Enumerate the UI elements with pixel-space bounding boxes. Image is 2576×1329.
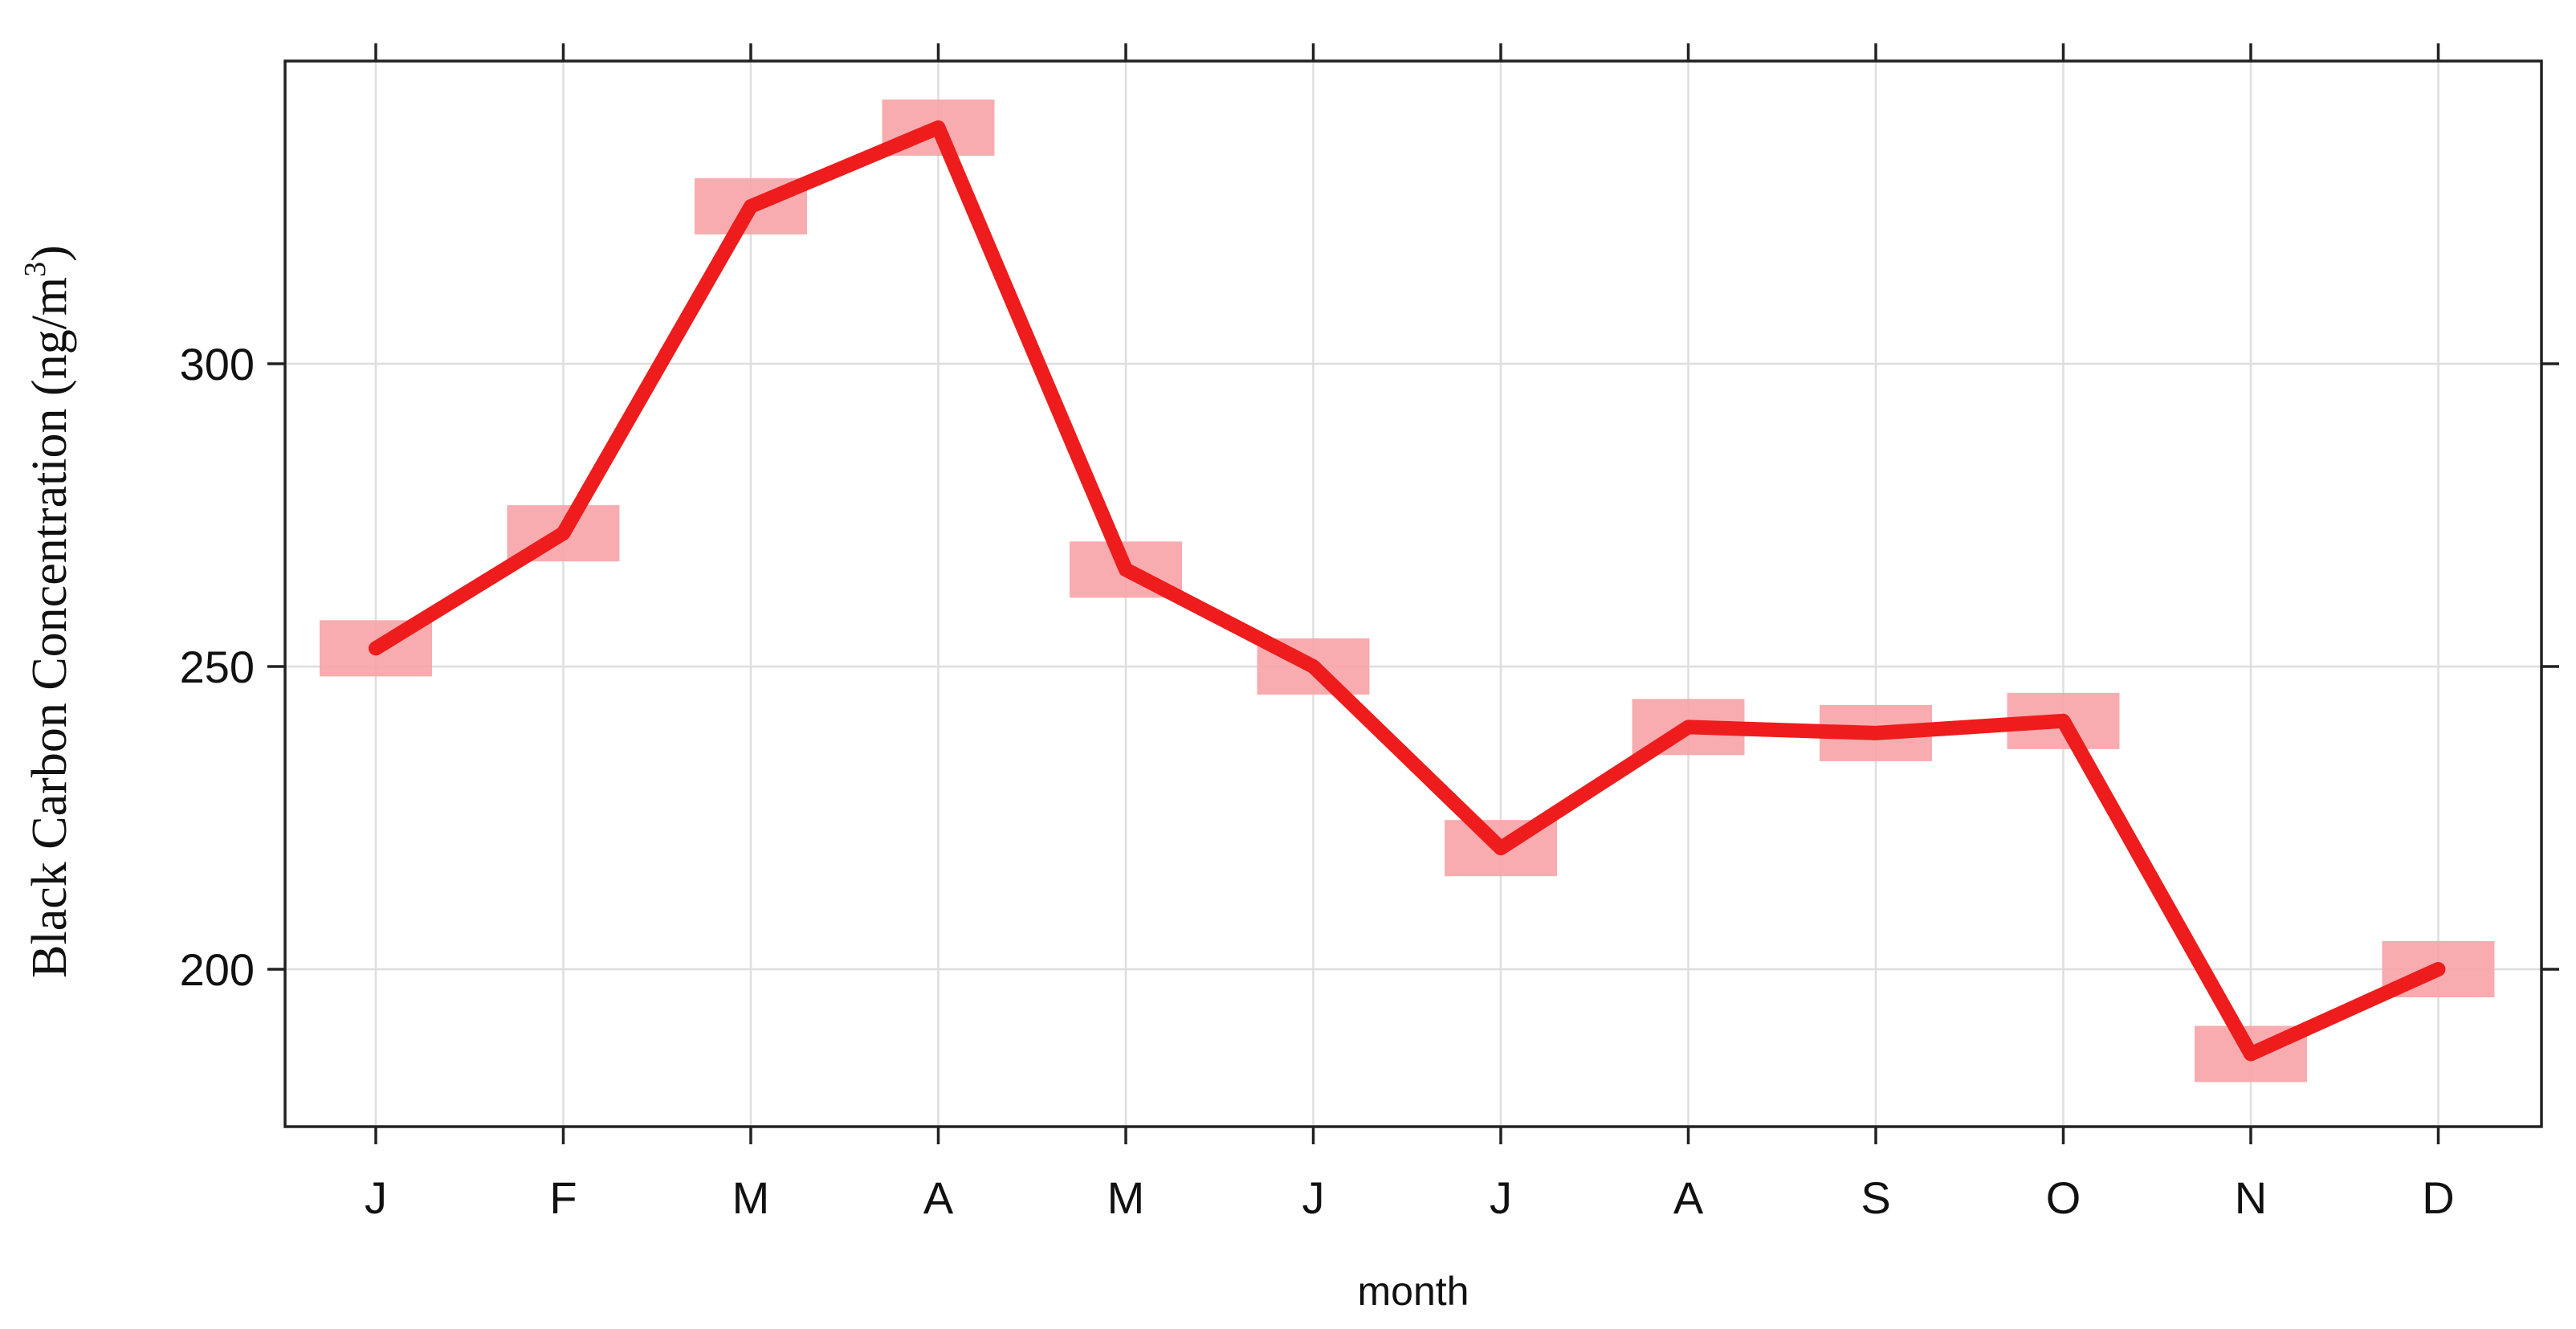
x-tick-label: A (923, 1172, 954, 1223)
x-tick-label: N (2235, 1172, 2267, 1223)
y-tick-label: 300 (180, 339, 255, 389)
tick-layer (267, 43, 2559, 1144)
y-axis-title-main: Black Carbon Concentration (ng/m (22, 277, 77, 978)
x-tick-label: O (2046, 1172, 2081, 1223)
x-tick-label: J (1302, 1172, 1325, 1223)
marker-layer (320, 99, 2495, 1082)
x-tick-label: J (1490, 1172, 1512, 1223)
x-tick-label: M (1107, 1172, 1145, 1223)
y-axis-title: Black Carbon Concentration (ng/m3) (18, 245, 77, 978)
x-tick-label: D (2422, 1172, 2454, 1223)
y-tick-label: 250 (180, 642, 255, 692)
x-tick-label: F (549, 1172, 577, 1223)
y-tick-labels: 200 250 300 (180, 339, 255, 995)
y-axis-title-superscript: 3 (18, 262, 52, 277)
line-layer (369, 120, 2446, 1062)
y-axis-title-close: ) (22, 245, 77, 262)
series-line (369, 120, 2446, 1062)
x-tick-label: M (732, 1172, 770, 1223)
x-tick-label: A (1673, 1172, 1704, 1223)
y-tick-label: 200 (180, 944, 255, 995)
x-axis-title: month (1358, 1269, 1469, 1314)
x-tick-label: J (365, 1172, 387, 1223)
x-tick-label: S (1861, 1172, 1890, 1223)
plot-frame (283, 59, 2543, 1128)
grid-layer (285, 61, 2541, 1127)
